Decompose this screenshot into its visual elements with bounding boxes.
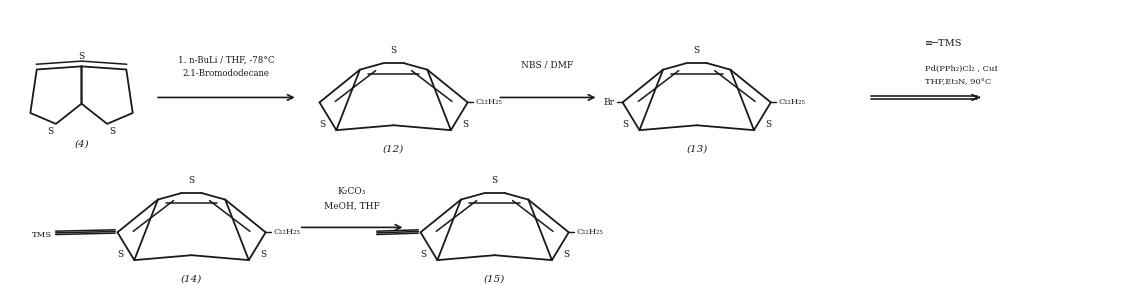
Text: S: S xyxy=(694,46,700,55)
Text: NBS / DMF: NBS / DMF xyxy=(522,61,573,70)
Text: C₁₂H₂₅: C₁₂H₂₅ xyxy=(577,228,604,236)
Text: S: S xyxy=(390,46,397,55)
Text: S: S xyxy=(260,250,266,259)
Text: 2.1-Bromododecane: 2.1-Bromododecane xyxy=(183,69,270,78)
Text: S: S xyxy=(117,250,124,259)
Text: (14): (14) xyxy=(181,275,202,284)
Text: S: S xyxy=(765,120,771,129)
Text: S: S xyxy=(563,250,569,259)
Text: (15): (15) xyxy=(484,275,506,284)
Text: (13): (13) xyxy=(686,145,707,154)
Text: S: S xyxy=(491,176,498,185)
Text: ≡─TMS: ≡─TMS xyxy=(925,39,962,48)
Text: C₁₂H₂₅: C₁₂H₂₅ xyxy=(779,98,806,106)
Text: K₂CO₃: K₂CO₃ xyxy=(338,187,366,196)
Text: S: S xyxy=(47,127,53,136)
Text: S: S xyxy=(462,120,468,129)
Text: S: S xyxy=(110,127,116,136)
Text: S: S xyxy=(189,176,194,185)
Text: MeOH, THF: MeOH, THF xyxy=(324,202,380,211)
Text: S: S xyxy=(319,120,325,129)
Text: Pd(PPh₂)Cl₂ , CuI: Pd(PPh₂)Cl₂ , CuI xyxy=(925,65,997,73)
Text: Br: Br xyxy=(604,98,615,107)
Text: C₁₂H₂₅: C₁₂H₂₅ xyxy=(475,98,502,106)
Text: C₁₂H₂₅: C₁₂H₂₅ xyxy=(273,228,300,236)
Text: S: S xyxy=(420,250,426,259)
Text: THF,Et₃N, 90°C: THF,Et₃N, 90°C xyxy=(925,78,991,86)
Text: (4): (4) xyxy=(74,139,89,148)
Text: 1. n-BuLi / THF, -78°C: 1. n-BuLi / THF, -78°C xyxy=(178,55,274,64)
Text: S: S xyxy=(79,52,84,61)
Text: S: S xyxy=(623,120,628,129)
Text: TMS: TMS xyxy=(33,231,53,239)
Text: (12): (12) xyxy=(383,145,405,154)
